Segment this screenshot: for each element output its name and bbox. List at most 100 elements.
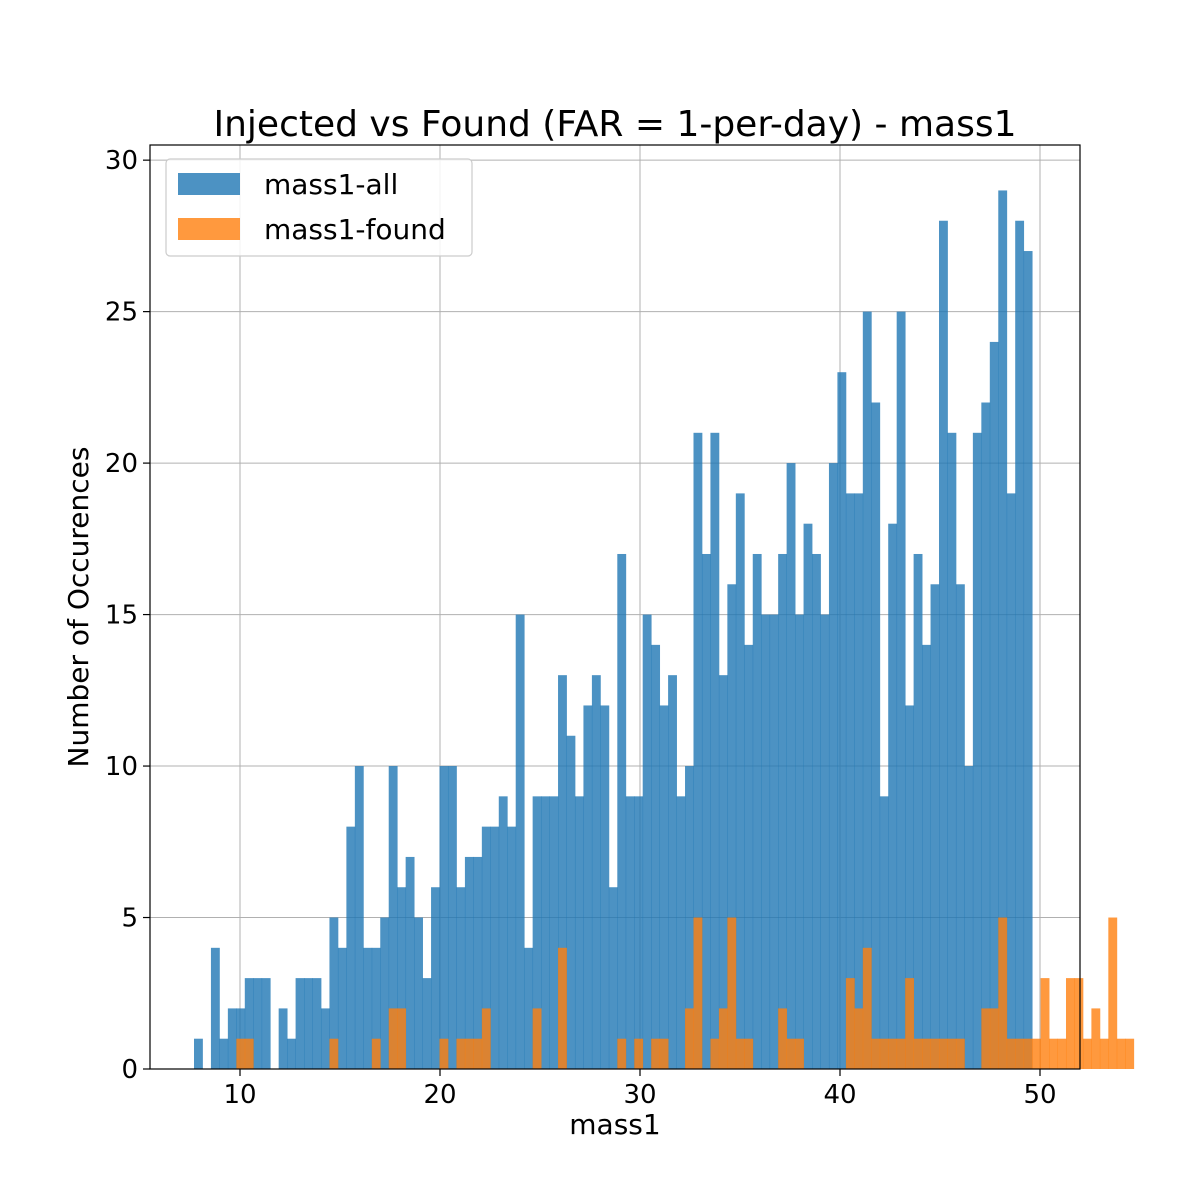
histogram-bar-mass1-all <box>972 432 982 1069</box>
histogram-bar-mass1-all <box>1006 493 1016 1069</box>
histogram-bar-mass1-all <box>591 675 601 1069</box>
histogram-bar-mass1-all <box>744 644 754 1069</box>
histogram-bar-mass1-found <box>1125 1038 1135 1069</box>
y-tick-label: 30 <box>105 146 138 176</box>
histogram-bar-mass1-all <box>481 826 491 1069</box>
histogram-bar-mass1-all <box>515 614 525 1069</box>
histogram-bar-mass1-all <box>558 675 567 1069</box>
legend-swatch-mass1-found <box>178 218 240 240</box>
histogram-bar-mass1-found <box>778 1008 788 1069</box>
histogram-bar-mass1-all <box>625 796 635 1069</box>
legend: mass1-all mass1-found <box>165 158 473 257</box>
histogram-bar-mass1-found <box>1074 978 1084 1069</box>
histogram-bar-mass1-found <box>651 1038 661 1069</box>
histogram-bar-mass1-found <box>244 1038 254 1069</box>
histogram-bar-mass1-all <box>820 614 830 1069</box>
x-tick-label: 20 <box>423 1080 456 1110</box>
histogram-bar-mass1-found <box>998 917 1008 1069</box>
histogram-bar-mass1-all <box>617 553 627 1069</box>
histogram-bar-mass1-all <box>566 735 576 1069</box>
y-tick-label: 10 <box>105 752 138 782</box>
histogram-bar-mass1-found <box>1049 1038 1058 1069</box>
histogram-bar-mass1-all <box>431 887 440 1069</box>
histogram-bar-mass1-all <box>354 766 364 1069</box>
histogram-bar-mass1-all <box>981 402 991 1070</box>
histogram-bar-mass1-found <box>955 1038 965 1069</box>
histogram-bar-mass1-found <box>947 1038 957 1069</box>
histogram-bar-mass1-all <box>659 705 669 1069</box>
histogram-bar-mass1-found <box>981 1008 991 1069</box>
histogram-bar-mass1-all <box>363 947 373 1069</box>
y-axis-ticks: 0 5 10 15 20 25 30 <box>105 146 150 1085</box>
histogram-bar-mass1-found <box>727 917 737 1069</box>
y-tick-label: 20 <box>105 449 138 479</box>
histogram-bar-mass1-all <box>422 978 432 1069</box>
y-tick-label: 15 <box>105 601 138 631</box>
x-tick-label: 50 <box>1023 1080 1056 1110</box>
histogram-bar-mass1-found <box>473 1038 483 1069</box>
histogram-bar-mass1-all <box>608 887 618 1069</box>
legend-swatch-mass1-all <box>178 173 240 195</box>
histogram-bar-mass1-all <box>668 675 677 1069</box>
histogram-bar-mass1-all <box>803 523 813 1069</box>
histogram-bar-mass1-all <box>879 796 889 1069</box>
histogram-bar-mass1-found <box>659 1038 669 1069</box>
histogram-bar-mass1-all <box>473 856 483 1069</box>
histogram-bar-mass1-found <box>464 1038 474 1069</box>
plot-frame <box>149 144 1081 1070</box>
histogram-bar-mass1-found <box>1065 978 1075 1069</box>
histogram-bar-mass1-found <box>558 947 567 1069</box>
histogram-bar-mass1-all <box>507 826 517 1069</box>
histogram-bar-mass1-all <box>329 917 339 1069</box>
histogram-bar-mass1-found <box>905 978 915 1069</box>
histogram-bar-mass1-found <box>236 1038 246 1069</box>
histogram-bar-mass1-all <box>574 796 584 1069</box>
histogram-bar-mass1-found <box>1040 978 1050 1069</box>
histogram-bar-mass1-all <box>812 553 821 1069</box>
x-tick-label: 30 <box>623 1080 656 1110</box>
histogram-bar-mass1-found <box>879 1038 889 1069</box>
histogram-bar-mass1-found <box>456 1038 466 1069</box>
chart-title: Injected vs Found (FAR = 1-per-day) - ma… <box>213 104 1016 145</box>
histogram-bar-mass1-found <box>329 1038 339 1069</box>
histogram-bar-mass1-all <box>710 432 720 1069</box>
histogram-bar-mass1-all <box>964 766 974 1069</box>
histogram-bar-mass1-all <box>447 766 457 1069</box>
histogram-bar-mass1-found <box>1116 1038 1126 1069</box>
histogram-bar-mass1-all <box>752 553 762 1069</box>
histogram-bar-mass1-all <box>922 644 931 1069</box>
histogram-bar-mass1-found <box>634 1038 644 1069</box>
histogram-bar-mass1-all <box>735 493 745 1069</box>
histogram-bar-mass1-all <box>304 978 313 1069</box>
histogram-bar-mass1-found <box>871 1038 881 1069</box>
histogram-bar-mass1-found <box>710 1038 720 1069</box>
histogram-bar-mass1-found <box>930 1038 940 1069</box>
histogram-bar-mass1-found <box>1015 1038 1025 1069</box>
histogram-bar-mass1-found <box>913 1038 923 1069</box>
histogram-bar-mass1-all <box>947 432 957 1069</box>
histogram-bar-mass1-all <box>955 584 965 1069</box>
histogram-bar-mass1-found <box>1032 1038 1041 1069</box>
histogram-bar-mass1-all <box>642 614 652 1069</box>
histogram-bar-mass1-all <box>761 614 771 1069</box>
histogram-bar-mass1-all <box>930 584 940 1069</box>
series-mass1-found <box>236 917 1135 1069</box>
histogram-bar-mass1-all <box>320 1008 330 1069</box>
histogram-bar-mass1-found <box>854 1008 864 1069</box>
histogram-bar-mass1-all <box>397 887 407 1069</box>
histogram-bar-mass1-all <box>862 311 872 1070</box>
histogram-bar-mass1-found <box>1057 1038 1067 1069</box>
histogram-bar-mass1-all <box>278 1008 288 1069</box>
histogram-bar-mass1-all <box>998 190 1008 1069</box>
y-axis-label: Number of Occurences <box>62 447 95 768</box>
histogram-bar-mass1-found <box>845 978 855 1069</box>
histogram-bar-mass1-all <box>464 856 474 1069</box>
histogram-bar-mass1-all <box>388 766 398 1069</box>
histogram-bar-mass1-found <box>786 1038 796 1069</box>
histogram-bar-mass1-all <box>583 705 593 1069</box>
histogram-bar-mass1-found <box>388 1008 398 1069</box>
histogram-bar-mass1-all <box>888 523 898 1069</box>
legend-label-mass1-all: mass1-all <box>264 168 398 201</box>
y-tick-label: 0 <box>121 1055 138 1085</box>
